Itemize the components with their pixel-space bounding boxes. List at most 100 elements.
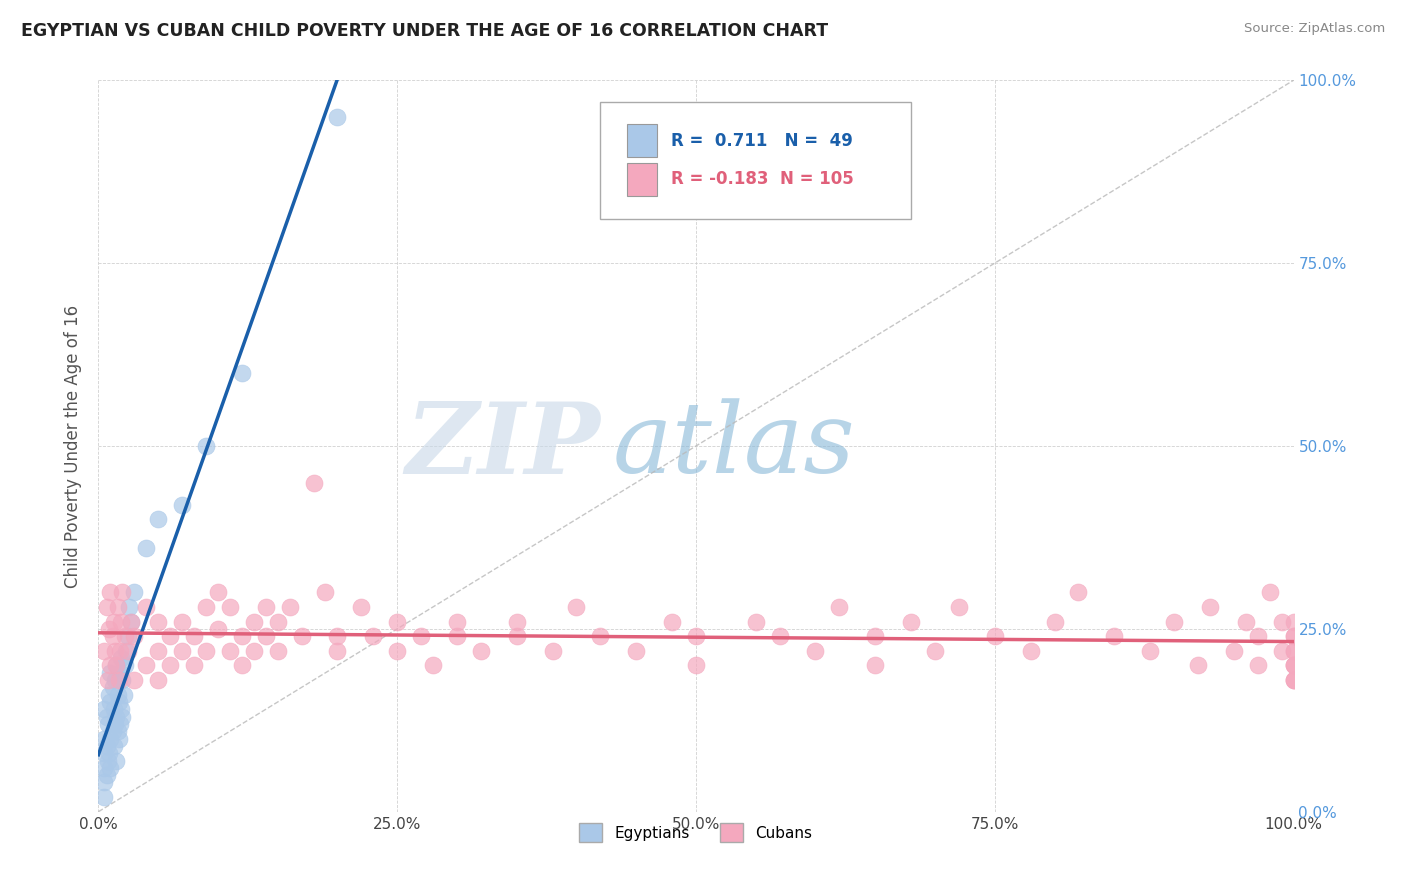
Point bbox=[110, 651, 132, 665]
Point bbox=[326, 644, 349, 658]
Point bbox=[107, 695, 129, 709]
Point bbox=[98, 746, 121, 760]
Point bbox=[1282, 644, 1305, 658]
Point bbox=[96, 709, 118, 723]
Point bbox=[120, 615, 142, 629]
Point bbox=[96, 739, 118, 753]
Point bbox=[98, 585, 122, 599]
Point bbox=[172, 644, 194, 658]
Point bbox=[1199, 599, 1222, 614]
Point bbox=[135, 599, 157, 614]
Point bbox=[96, 599, 118, 614]
Point bbox=[422, 658, 444, 673]
Point bbox=[98, 658, 122, 673]
Point bbox=[745, 615, 768, 629]
Point bbox=[108, 644, 131, 658]
Point bbox=[104, 644, 127, 658]
Point bbox=[267, 644, 290, 658]
Point bbox=[117, 629, 139, 643]
Point bbox=[111, 709, 134, 723]
Point bbox=[661, 615, 683, 629]
Point bbox=[446, 615, 468, 629]
Point bbox=[108, 717, 131, 731]
Point bbox=[98, 665, 122, 680]
Point bbox=[93, 702, 115, 716]
Point bbox=[148, 673, 170, 687]
Point bbox=[685, 629, 707, 643]
Point bbox=[135, 541, 157, 556]
FancyBboxPatch shape bbox=[600, 103, 911, 219]
Point bbox=[124, 629, 146, 643]
FancyBboxPatch shape bbox=[627, 163, 657, 196]
Point bbox=[207, 585, 229, 599]
Point bbox=[93, 746, 115, 760]
Point bbox=[115, 644, 138, 658]
Point bbox=[111, 673, 134, 687]
Point bbox=[948, 599, 970, 614]
Text: R = -0.183  N = 105: R = -0.183 N = 105 bbox=[671, 170, 853, 188]
Point bbox=[105, 658, 128, 673]
Point bbox=[107, 688, 129, 702]
Point bbox=[446, 629, 468, 643]
Point bbox=[172, 498, 194, 512]
Point bbox=[148, 512, 170, 526]
Point bbox=[565, 599, 588, 614]
Point bbox=[108, 665, 131, 680]
Point bbox=[900, 615, 922, 629]
Point bbox=[231, 366, 253, 380]
Point bbox=[1139, 644, 1161, 658]
Point bbox=[98, 688, 121, 702]
Point bbox=[104, 673, 127, 687]
Point bbox=[768, 629, 790, 643]
Point bbox=[804, 644, 827, 658]
Point bbox=[195, 599, 218, 614]
Point bbox=[207, 622, 229, 636]
Point bbox=[1258, 585, 1281, 599]
Point bbox=[1067, 585, 1090, 599]
Point bbox=[172, 615, 194, 629]
Point bbox=[315, 585, 337, 599]
Point bbox=[101, 681, 124, 695]
Point bbox=[326, 629, 349, 643]
Point bbox=[1104, 629, 1126, 643]
Point bbox=[1282, 658, 1305, 673]
Point bbox=[267, 615, 290, 629]
Point bbox=[1282, 629, 1305, 643]
Point bbox=[1271, 615, 1294, 629]
Point bbox=[93, 775, 115, 789]
Point bbox=[105, 658, 128, 673]
Point bbox=[1163, 615, 1185, 629]
Point bbox=[124, 673, 146, 687]
Point bbox=[984, 629, 1007, 643]
Point bbox=[110, 702, 132, 716]
Point bbox=[104, 717, 127, 731]
FancyBboxPatch shape bbox=[627, 124, 657, 157]
Point bbox=[1271, 644, 1294, 658]
Point bbox=[1282, 615, 1305, 629]
Point bbox=[97, 673, 120, 687]
Point bbox=[302, 475, 325, 490]
Point bbox=[98, 761, 122, 775]
Point bbox=[195, 439, 218, 453]
Point bbox=[114, 658, 136, 673]
Point bbox=[1043, 615, 1066, 629]
Point bbox=[183, 658, 205, 673]
Point bbox=[243, 615, 266, 629]
Point bbox=[148, 615, 170, 629]
Point bbox=[219, 599, 242, 614]
Point bbox=[363, 629, 385, 643]
Point bbox=[1019, 644, 1042, 658]
Point bbox=[107, 731, 129, 746]
Point bbox=[470, 644, 492, 658]
Point bbox=[1282, 644, 1305, 658]
Point bbox=[219, 644, 242, 658]
Point bbox=[97, 717, 120, 731]
Point bbox=[93, 731, 115, 746]
Point bbox=[1247, 658, 1270, 673]
Point bbox=[1282, 673, 1305, 687]
Point bbox=[326, 110, 349, 124]
Text: EGYPTIAN VS CUBAN CHILD POVERTY UNDER THE AGE OF 16 CORRELATION CHART: EGYPTIAN VS CUBAN CHILD POVERTY UNDER TH… bbox=[21, 22, 828, 40]
Point bbox=[1187, 658, 1209, 673]
Point bbox=[828, 599, 851, 614]
Text: atlas: atlas bbox=[613, 399, 855, 493]
